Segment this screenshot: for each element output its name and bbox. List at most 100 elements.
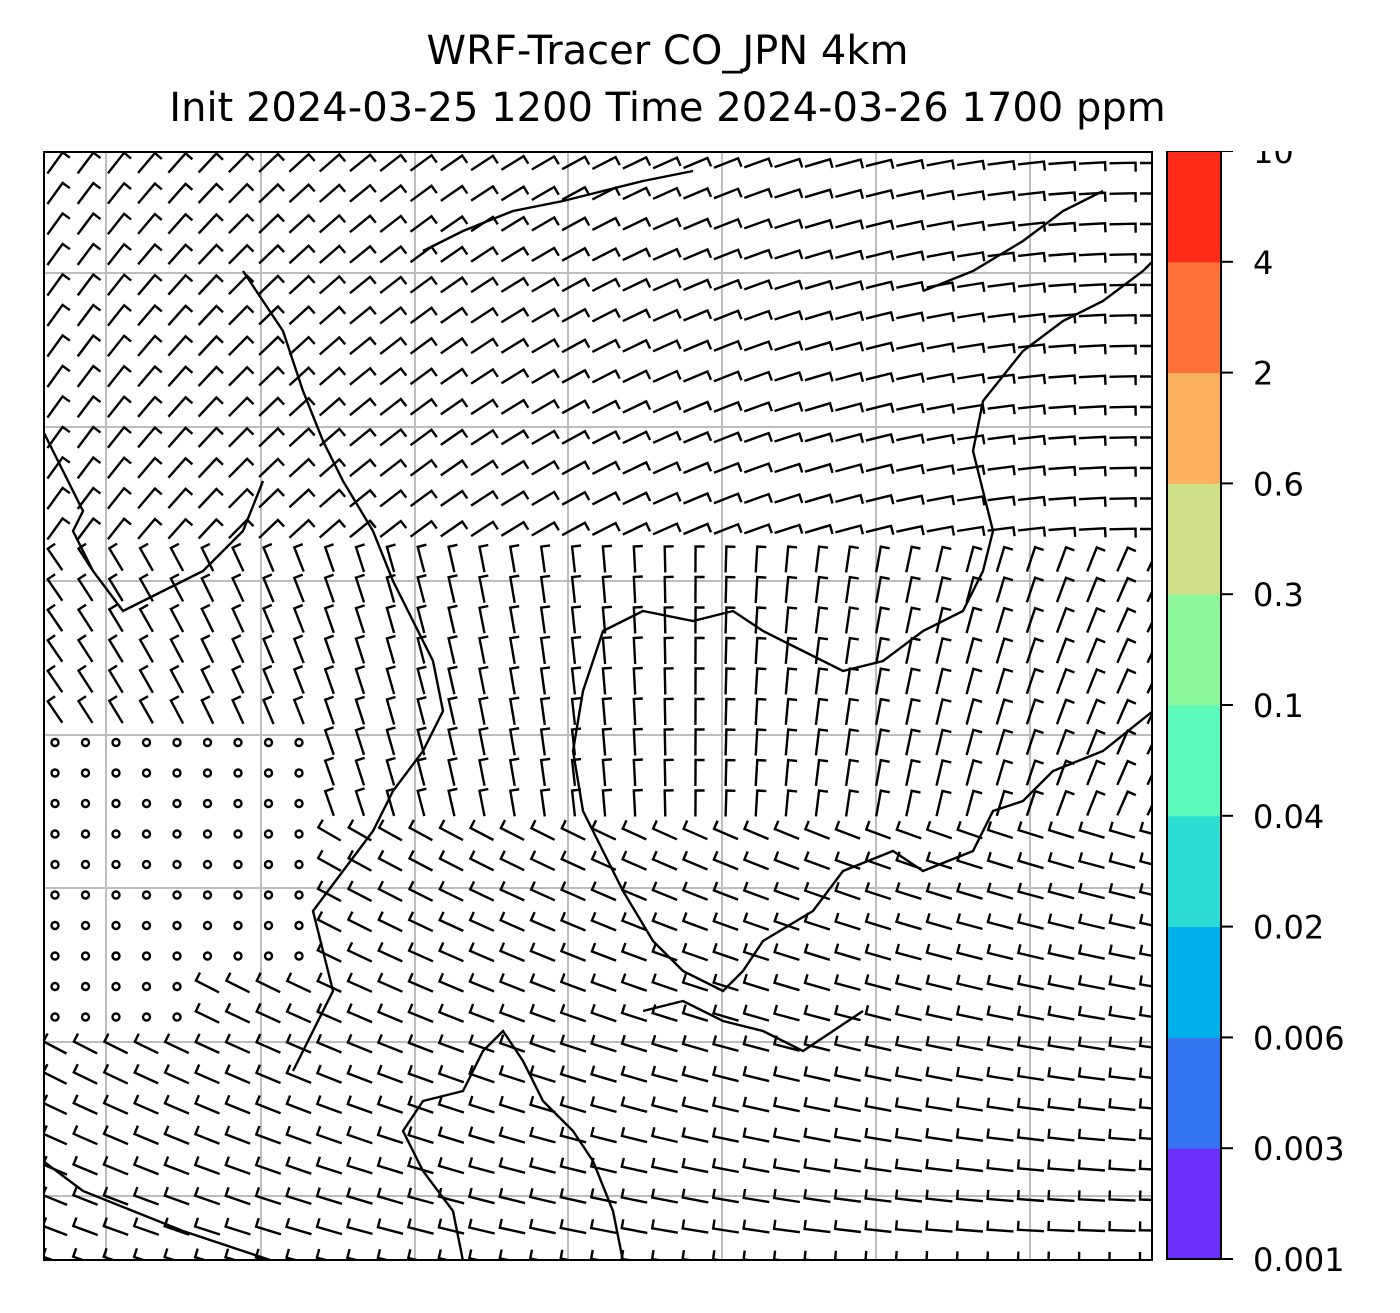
wind-barb: [773, 973, 800, 992]
calm-wind-circle: [141, 737, 152, 748]
wind-barb: [955, 1066, 984, 1082]
wind-barb: [318, 213, 347, 234]
wind-barb: [498, 1034, 526, 1053]
wind-barb: [102, 1217, 129, 1237]
wind-barb: [285, 1187, 312, 1206]
wind-barb: [169, 603, 185, 633]
wind-barb: [955, 1189, 984, 1203]
calm-wind-circle: [172, 951, 182, 961]
wind-barb: [407, 1156, 434, 1175]
wind-barb: [694, 667, 705, 695]
wind-barb: [1138, 913, 1153, 927]
calm-wind-circle: [233, 829, 243, 839]
wind-barb: [621, 819, 647, 841]
wind-barb: [470, 367, 499, 385]
wind-barb: [529, 911, 556, 932]
wind-barb: [163, 1064, 190, 1085]
wind-barb: [385, 695, 396, 725]
wind-barb: [376, 1126, 404, 1145]
wind-barb: [694, 636, 705, 665]
wind-barb: [106, 517, 132, 540]
wind-barb: [1116, 759, 1137, 786]
wind-barb: [559, 911, 586, 932]
wind-barb: [407, 1187, 434, 1205]
wind-barb: [1108, 944, 1136, 960]
wind-barb: [163, 1033, 190, 1055]
wind-barb: [894, 1158, 923, 1173]
wind-barb: [379, 488, 408, 508]
wind-barb: [601, 758, 612, 787]
wind-barb: [224, 972, 251, 994]
wind-barb: [683, 339, 713, 353]
wind-barb: [349, 366, 377, 386]
wind-barb: [470, 306, 499, 324]
wind-barb: [169, 695, 185, 725]
wind-barb: [346, 849, 372, 872]
wind-barb: [1116, 607, 1137, 633]
calm-wind-circle: [80, 829, 91, 839]
wind-barb: [107, 695, 124, 724]
wind-barb: [1086, 698, 1106, 725]
wind-barb: [409, 153, 438, 172]
wind-barb: [694, 728, 705, 756]
wind-barb: [844, 545, 859, 573]
wind-barb: [258, 274, 285, 295]
wind-barb: [167, 273, 194, 296]
wind-barb: [681, 1219, 709, 1234]
wind-barb: [896, 372, 925, 383]
wind-barb: [254, 1248, 273, 1261]
wind-barb: [620, 881, 647, 902]
wind-barb: [539, 788, 551, 817]
wind-barb: [258, 213, 285, 234]
wind-barb: [864, 851, 892, 870]
wind-barb: [76, 303, 102, 327]
wind-barb: [1138, 944, 1153, 958]
wind-barb: [844, 667, 859, 695]
wind-barb: [742, 1035, 770, 1052]
wind-barb: [508, 635, 520, 665]
wind-barb: [1025, 637, 1044, 664]
wind-barb: [713, 431, 743, 444]
wind-barb: [833, 1096, 862, 1113]
wind-barb: [76, 486, 102, 510]
calm-wind-circle: [172, 859, 182, 870]
wind-barb: [167, 304, 194, 326]
wind-barb: [224, 1186, 251, 1206]
wind-barb: [712, 1004, 739, 1022]
wind-barb: [1055, 759, 1075, 786]
wind-barb: [167, 243, 194, 265]
wind-barb: [318, 183, 347, 203]
wind-barb: [1048, 435, 1077, 446]
wind-barb: [409, 306, 438, 325]
wind-barb: [559, 1249, 581, 1261]
wind-barb: [772, 1035, 800, 1052]
wind-barb: [498, 1157, 526, 1174]
calm-wind-circle: [80, 798, 91, 809]
wind-barb: [258, 182, 285, 204]
wind-barb: [591, 277, 621, 292]
wind-barb: [833, 1189, 862, 1203]
wind-barb: [285, 1217, 312, 1236]
wind-barb: [894, 1005, 922, 1022]
wind-barb: [167, 487, 194, 509]
wind-barb: [784, 636, 798, 665]
wind-barb: [711, 1096, 739, 1113]
wind-barb: [508, 605, 520, 634]
wind-barb: [1078, 283, 1107, 294]
wind-barb: [683, 400, 713, 414]
wind-barb: [407, 1034, 434, 1054]
wind-barb: [1077, 974, 1106, 991]
wind-barb: [499, 911, 525, 932]
wind-barb: [957, 190, 986, 201]
calm-wind-circle: [80, 920, 91, 931]
wind-barb: [379, 458, 408, 477]
wind-barb: [1108, 1005, 1136, 1021]
wind-barb: [925, 1066, 953, 1082]
wind-barb: [754, 606, 767, 634]
wind-barb: [1055, 606, 1075, 634]
calm-wind-circle: [294, 951, 304, 961]
wind-barb: [803, 1189, 831, 1204]
wind-barb: [774, 370, 804, 382]
wind-barb: [1048, 343, 1077, 354]
wind-barb: [1025, 728, 1044, 756]
